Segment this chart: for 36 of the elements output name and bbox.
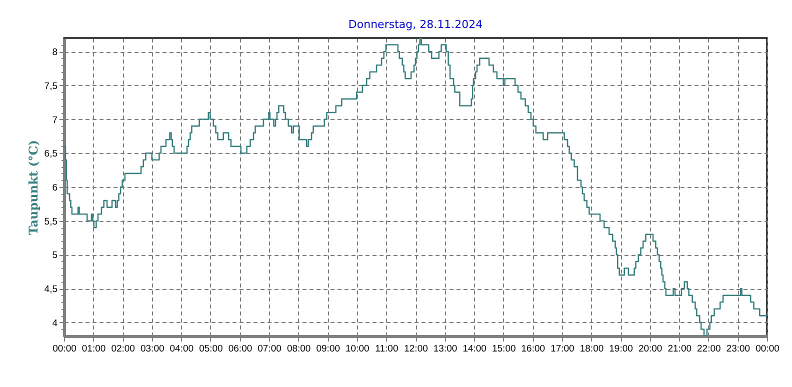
- x-tick-label: 23:00: [726, 344, 750, 354]
- x-tick-label: 00:00: [756, 344, 780, 354]
- x-tick-label: 10:00: [346, 344, 370, 354]
- y-tick-label: 4: [52, 318, 58, 329]
- x-tick-label: 22:00: [697, 344, 721, 354]
- x-tick-label: 16:00: [521, 344, 546, 354]
- x-tick-label: 12:00: [404, 344, 428, 354]
- x-tick-label: 03:00: [140, 344, 164, 354]
- x-tick-label: 20:00: [638, 344, 662, 354]
- x-tick-label: 08:00: [286, 344, 311, 354]
- y-tick-label: 6: [52, 182, 58, 194]
- x-tick-label: 15:00: [492, 344, 516, 354]
- y-tick-label: 6,5: [44, 148, 58, 160]
- x-tick-label: 05:00: [199, 344, 223, 354]
- x-tick-label: 11:00: [375, 344, 398, 354]
- x-tick-label: 18:00: [580, 344, 604, 354]
- y-tick-label: 8: [52, 47, 58, 58]
- x-tick-label: 19:00: [609, 344, 633, 354]
- y-tick-label: 7,5: [44, 80, 58, 92]
- x-tick-label: 13:00: [433, 344, 458, 354]
- chart-title: Donnerstag, 28.11.2024: [348, 18, 483, 31]
- x-tick-label: 09:00: [316, 344, 340, 354]
- y-tick-label: 5,5: [44, 216, 58, 228]
- y-tick-label: 4,5: [44, 284, 58, 296]
- x-tick-label: 21:00: [668, 344, 692, 354]
- x-tick-label: 04:00: [170, 344, 194, 354]
- y-tick-label: 7: [52, 114, 58, 126]
- x-tick-label: 14:00: [462, 344, 486, 354]
- x-tick-label: 07:00: [258, 344, 282, 354]
- y-tick-label: 5: [52, 250, 58, 262]
- x-tick-label: 00:00: [52, 344, 76, 354]
- x-tick-label: 17:00: [550, 344, 574, 354]
- x-tick-label: 06:00: [228, 344, 252, 354]
- y-axis-title: Taupunkt (°C): [26, 140, 40, 236]
- x-tick-label: 02:00: [111, 344, 135, 354]
- x-tick-label: 01:00: [82, 344, 106, 354]
